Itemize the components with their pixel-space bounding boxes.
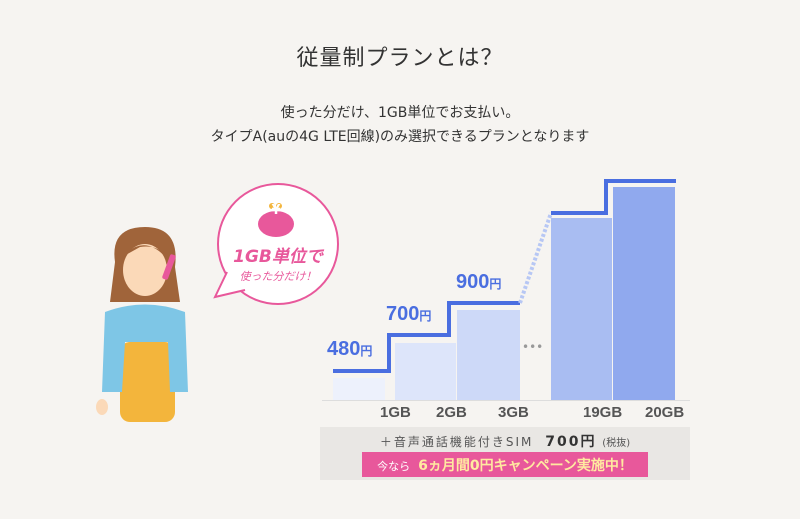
price-label-700: 700円: [386, 303, 432, 325]
x-label: 2GB: [436, 404, 467, 421]
woman-on-phone-illustration: [96, 227, 188, 422]
sim-tax: (税抜): [602, 438, 631, 449]
x-label: 3GB: [498, 404, 529, 421]
campaign-prefix: 今なら: [377, 460, 411, 473]
bar-2gb: [457, 310, 520, 400]
sim-text: ＋音声通話機能付きSIM: [379, 435, 534, 449]
bar-19gb: [551, 218, 612, 400]
subtitle-line-1: 使った分だけ、1GB単位でお支払い。: [280, 105, 520, 121]
baseline: [322, 400, 690, 401]
bar-1gb: [395, 343, 456, 400]
sim-price: 700円: [545, 434, 597, 450]
yen-purse-icon: ¥: [271, 203, 281, 218]
price-label-900: 900円: [456, 271, 502, 293]
bubble-line-1: 1GB単位で: [233, 247, 323, 267]
x-label: 19GB: [583, 404, 623, 421]
bubble-line-2: 使った分だけ！: [239, 270, 317, 283]
ellipsis: •••: [522, 340, 544, 354]
x-label: 1GB: [380, 404, 411, 421]
bar-base: [333, 378, 385, 400]
subtitle-line-2: タイプA(auの4G LTE回線)のみ選択できるプランとなります: [210, 129, 590, 145]
price-label-480: 480円: [327, 338, 373, 360]
bar-20gb: [613, 187, 675, 400]
speech-bubble: [213, 183, 339, 305]
campaign-banner[interactable]: 今なら 6ヵ月間0円キャンペーン実施中！: [362, 452, 648, 477]
x-label: 20GB: [645, 404, 685, 421]
page-title: 従量制プランとは？: [296, 46, 504, 71]
campaign-text: 6ヵ月間0円キャンペーン実施中！: [418, 458, 633, 474]
